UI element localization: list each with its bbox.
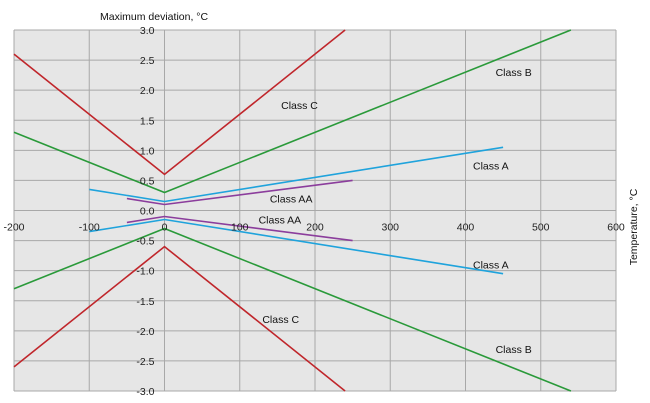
x-tick-label: 100: [231, 222, 249, 234]
x-tick-label: -200: [3, 222, 24, 234]
y-tick-label: -1.5: [136, 296, 154, 308]
grid-lines: [13, 29, 617, 392]
series-annotation: Class C: [281, 100, 318, 112]
y-axis-title: Maximum deviation, °C: [100, 11, 208, 23]
x-tick-label: 500: [532, 222, 550, 234]
series-annotations: Class C Class B Class A Class AA Class AA Cla…: [259, 67, 532, 356]
y-tick-label: 1.5: [140, 115, 155, 127]
series-line-class-aa-upper: [126, 179, 353, 206]
x-tick-label: -100: [79, 222, 100, 234]
series-line-class-c-upper: [13, 29, 346, 176]
y-tick-label: 2.0: [140, 85, 155, 97]
y-tick-label: 0.5: [140, 175, 155, 187]
series-annotation: Class B: [496, 67, 532, 79]
series-line-class-a-lower: [89, 218, 504, 275]
y-tick-label: 3.0: [140, 25, 155, 37]
x-tick-label: 0: [162, 222, 168, 234]
y-tick-label: -0.5: [136, 236, 154, 248]
x-tick-labels: -200 -100 0 100 200 300 400 500 600: [3, 222, 624, 234]
series-annotation: Class AA: [259, 215, 302, 227]
x-axis-title: Temperature, °C: [628, 188, 640, 265]
series-annotation: Class A: [473, 160, 509, 172]
series-line-class-aa-lower: [126, 215, 353, 242]
series-line-class-b-lower: [13, 227, 572, 392]
series-annotation: Class C: [262, 314, 299, 326]
y-tick-label: 1.0: [140, 145, 155, 157]
y-tick-label: -1.0: [136, 266, 154, 278]
series-annotation: Class AA: [270, 193, 313, 205]
series-line-class-c-lower: [13, 245, 346, 392]
series-annotation: Class B: [496, 344, 532, 356]
series-lines: [13, 29, 572, 392]
y-tick-labels: 3.0 2.5 2.0 1.5 1.0 0.5 0.0 -0.5 -1.0 -1.5 -2.0 -2.…: [136, 25, 154, 398]
x-tick-label: 600: [607, 222, 625, 234]
y-tick-label: 2.5: [140, 55, 155, 67]
series-line-class-b-upper: [13, 29, 572, 194]
x-tick-label: 400: [457, 222, 475, 234]
y-tick-label: 0.0: [140, 206, 155, 218]
y-tick-label: -2.0: [136, 326, 154, 338]
series-annotation: Class A: [473, 260, 509, 272]
x-tick-label: 200: [306, 222, 324, 234]
y-tick-label: -2.5: [136, 356, 154, 368]
y-tick-label: -3.0: [136, 386, 154, 398]
series-line-class-a-upper: [89, 146, 504, 203]
x-tick-label: 300: [381, 222, 399, 234]
